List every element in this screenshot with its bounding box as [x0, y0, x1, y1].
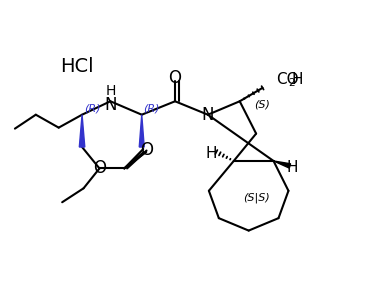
Text: HCl: HCl	[60, 57, 94, 76]
Text: O: O	[140, 141, 153, 158]
Text: H: H	[292, 72, 303, 87]
Text: CO: CO	[276, 72, 299, 87]
Text: O: O	[169, 69, 182, 87]
Text: N: N	[104, 96, 117, 114]
Text: (R): (R)	[144, 104, 160, 114]
Text: H: H	[287, 160, 298, 175]
Text: 2: 2	[288, 78, 295, 88]
Text: (R): (R)	[84, 104, 100, 114]
Text: (S|S): (S|S)	[243, 192, 270, 203]
Text: H: H	[105, 84, 116, 98]
Text: (S): (S)	[255, 100, 270, 110]
Polygon shape	[273, 161, 291, 168]
Text: O: O	[93, 159, 106, 177]
Polygon shape	[139, 115, 144, 147]
Polygon shape	[79, 115, 85, 147]
Text: N: N	[202, 106, 214, 124]
Text: H: H	[206, 146, 217, 161]
